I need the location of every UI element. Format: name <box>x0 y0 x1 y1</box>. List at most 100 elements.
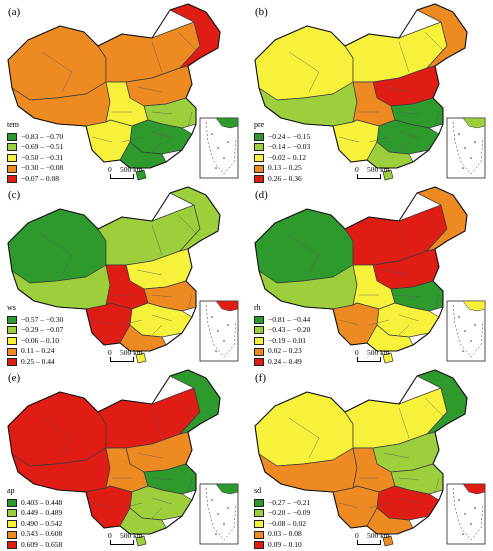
province-border <box>398 407 410 439</box>
province-border <box>398 41 410 73</box>
scale-line <box>110 174 134 179</box>
legend-swatch <box>254 175 264 184</box>
legend-item: 0.11 – 0.24 <box>7 346 63 357</box>
scale-distance: 500 km <box>120 531 143 540</box>
scale-zero: 0 <box>108 165 112 174</box>
province-border <box>434 111 440 127</box>
legend-range: −0.08 – 0.02 <box>268 518 306 528</box>
province-border <box>338 136 360 143</box>
province-border <box>151 131 173 139</box>
province-border <box>151 324 163 336</box>
province-border <box>338 319 360 326</box>
legend-range: 0.13 – 0.25 <box>268 163 302 173</box>
scale-distance: 500 km <box>120 165 143 174</box>
legend-item: −0.27 – −0.21 <box>254 498 310 509</box>
legend-swatch <box>254 326 264 335</box>
province-border <box>187 294 193 310</box>
panel-label: (b) <box>255 6 268 18</box>
province-border <box>151 41 163 73</box>
legend: sd −0.27 – −0.21 −0.20 – −0.09 −0.08 – 0.02… <box>254 486 310 551</box>
country-outline <box>7 3 221 169</box>
legend-range: 0.03 – 0.08 <box>268 529 302 539</box>
legend-swatch <box>7 337 17 346</box>
legend-range: 0.609 – 0.658 <box>21 539 63 549</box>
legend-range: −0.57 – −0.30 <box>21 314 64 324</box>
region-hainan <box>135 169 147 181</box>
legend-range: −0.06 – 0.10 <box>21 335 59 345</box>
legend-range: 0.26 – 0.36 <box>268 173 302 183</box>
province-border <box>151 294 173 298</box>
province-border <box>398 141 410 153</box>
region-xinjiang <box>254 391 354 467</box>
legend-range: −0.81 – −0.44 <box>268 314 311 324</box>
province-border <box>187 477 193 493</box>
province-border <box>383 269 410 276</box>
panel-label: (a) <box>8 6 21 18</box>
legend-swatch <box>7 520 17 529</box>
china-map-ap <box>7 369 239 547</box>
province-border <box>121 319 143 326</box>
map-panel-rh: (d) rh −0.81 – −0.44 −0.43 – −0.20 −0.19 – 0… <box>249 185 489 367</box>
legend-swatch <box>7 347 17 356</box>
legend-range: −0.29 – −0.07 <box>21 325 64 335</box>
legend-swatch <box>254 164 264 173</box>
legend-item: −0.07 – 0.08 <box>7 174 63 185</box>
scale-line <box>357 540 381 545</box>
legend-item: 0.09 – 0.10 <box>254 540 310 551</box>
legend-item: 0.609 – 0.658 <box>7 540 62 551</box>
legend-range: −0.14 – −0.03 <box>268 142 311 152</box>
china-map-rh <box>254 186 486 364</box>
legend-swatch <box>7 358 17 367</box>
province-border <box>288 417 320 459</box>
legend: tem −0.83 – −0.70 −0.69 – −0.51 −0.50 – −0.… <box>7 120 63 185</box>
china-map-ws <box>7 186 239 364</box>
scale-line <box>110 357 134 362</box>
scale-line <box>110 540 134 545</box>
legend-title: rh <box>254 303 261 312</box>
legend-item: −0.02 – 0.12 <box>254 153 310 164</box>
map-panel-ap: (e) ap 0.403 – 0.448 0.449 – 0.489 0.490 – 0… <box>2 368 242 551</box>
legend-swatch <box>7 315 17 324</box>
legend-range: 0.403 – 0.448 <box>21 497 63 507</box>
map-panel-tem: (a) tem −0.83 – −0.70 −0.69 – −0.51 −0.50 – … <box>2 2 242 185</box>
legend-item: −0.57 – −0.30 <box>7 315 63 326</box>
legend-swatch <box>254 498 264 507</box>
region-xinjiang <box>7 391 107 467</box>
province-border <box>368 319 390 326</box>
province-border <box>398 131 420 139</box>
legend-item: −0.08 – 0.02 <box>254 519 310 530</box>
region-xinjiang <box>254 25 354 101</box>
panel-label: (e) <box>8 372 21 384</box>
legend-item: −0.24 – −0.15 <box>254 132 310 143</box>
province-border <box>136 269 163 276</box>
legend-swatch <box>254 154 264 163</box>
region-hainan <box>135 352 147 364</box>
legend-range: −0.19 – 0.01 <box>268 335 306 345</box>
legend-title: tem <box>7 120 19 129</box>
legend-swatch <box>7 530 17 539</box>
province-border <box>41 234 73 276</box>
legend-swatch <box>254 337 264 346</box>
legend-range: −0.20 – −0.09 <box>268 508 311 518</box>
legend-title: ap <box>7 486 15 495</box>
legend-swatch <box>7 509 17 518</box>
legend-swatch <box>7 154 17 163</box>
scale-line <box>357 357 381 362</box>
legend-range: 0.25 – 0.44 <box>21 356 55 366</box>
legend-range: 0.543 – 0.608 <box>21 529 63 539</box>
scale-zero: 0 <box>108 531 112 540</box>
legend-swatch <box>7 132 17 141</box>
legend-item: 0.449 – 0.489 <box>7 508 62 519</box>
scale-distance: 500 km <box>367 348 390 357</box>
legend-item: 0.03 – 0.08 <box>254 529 310 540</box>
legend-swatch <box>7 143 17 152</box>
region-hainan <box>382 169 394 181</box>
legend-range: −0.83 – −0.70 <box>21 131 64 141</box>
china-map-tem <box>7 3 239 181</box>
province-border <box>121 502 143 509</box>
province-border <box>398 507 410 519</box>
province-border <box>424 397 446 419</box>
province-border <box>151 141 163 153</box>
province-border <box>398 497 420 505</box>
region-hainan <box>382 535 394 547</box>
